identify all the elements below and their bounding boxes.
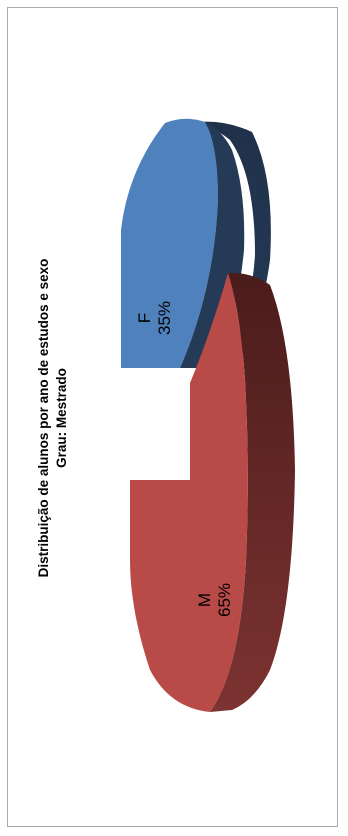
slice-m xyxy=(130,272,295,712)
label-f-group: F 35% xyxy=(135,301,174,335)
slice-m-top xyxy=(130,273,248,712)
label-m-category: M xyxy=(195,593,214,607)
label-f-value: 35% xyxy=(155,301,174,335)
slice-f-top xyxy=(121,118,218,368)
slice-m-depth xyxy=(210,272,295,712)
chart-subtitle: Grau: Mestrado xyxy=(54,368,69,468)
label-m-group: M 65% xyxy=(195,583,234,617)
label-f-category: F xyxy=(135,313,154,323)
label-m-value: 65% xyxy=(215,583,234,617)
title-group: Distribuição de alunos por ano de estudo… xyxy=(36,259,69,578)
chart-title: Distribuição de alunos por ano de estudo… xyxy=(36,259,51,578)
